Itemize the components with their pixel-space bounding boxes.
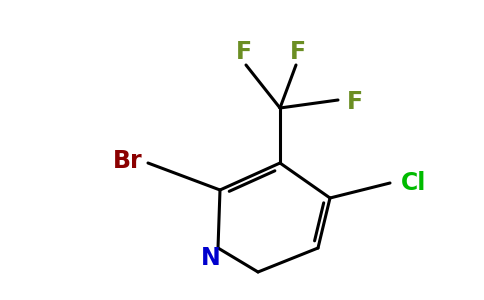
Text: N: N — [201, 246, 221, 270]
Text: F: F — [236, 40, 252, 64]
Text: Cl: Cl — [401, 171, 427, 195]
Text: F: F — [290, 40, 306, 64]
Text: F: F — [347, 90, 363, 114]
Text: Br: Br — [113, 149, 143, 173]
